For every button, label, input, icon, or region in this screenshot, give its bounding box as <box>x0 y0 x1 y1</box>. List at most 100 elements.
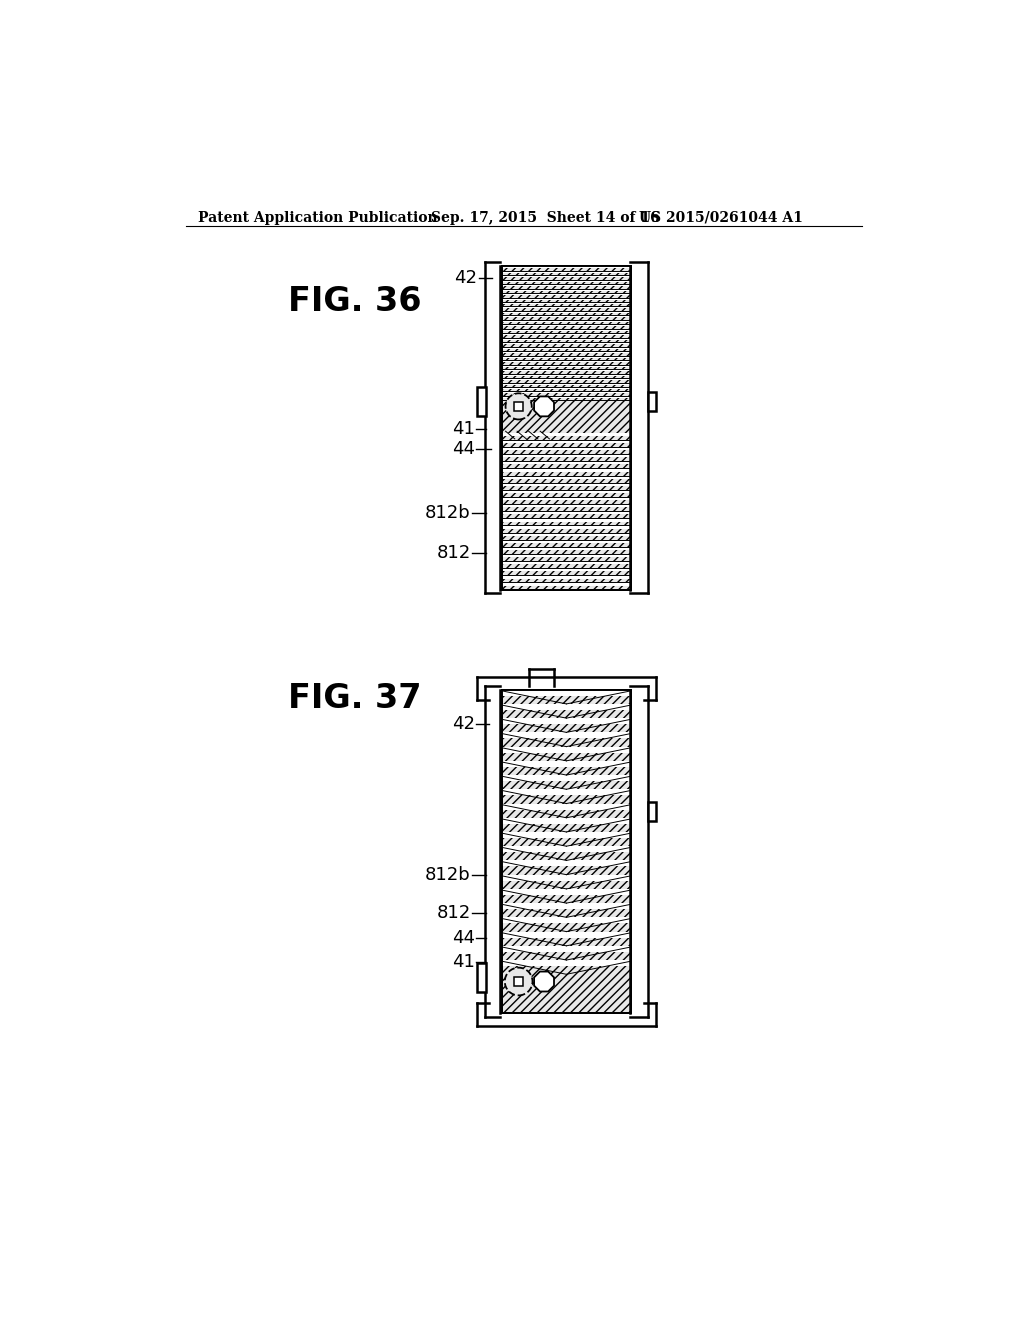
Bar <box>503 342 631 345</box>
Bar <box>502 689 631 1014</box>
Bar <box>503 440 631 444</box>
Bar <box>503 519 631 521</box>
Bar <box>477 962 486 991</box>
Bar <box>503 289 631 290</box>
Bar <box>503 334 631 335</box>
Bar <box>503 561 631 564</box>
Text: Sep. 17, 2015  Sheet 14 of 16: Sep. 17, 2015 Sheet 14 of 16 <box>431 211 659 224</box>
Bar <box>514 403 523 411</box>
Bar <box>502 267 631 590</box>
Bar <box>503 804 631 809</box>
Bar <box>503 760 631 767</box>
Bar <box>503 293 631 296</box>
Bar <box>502 267 631 590</box>
Bar <box>503 433 631 436</box>
Bar <box>503 370 631 371</box>
Bar <box>503 511 631 515</box>
Text: FIG. 36: FIG. 36 <box>289 285 422 318</box>
Text: 44: 44 <box>452 441 475 458</box>
Bar <box>503 387 631 389</box>
Bar <box>503 325 631 326</box>
Bar <box>503 903 631 909</box>
Bar <box>503 496 631 500</box>
Text: 42: 42 <box>454 269 477 286</box>
Bar <box>503 338 631 339</box>
Bar <box>503 960 631 966</box>
Bar <box>503 351 631 354</box>
Bar <box>503 364 631 367</box>
Bar <box>503 329 631 331</box>
Bar <box>503 504 631 507</box>
Bar <box>503 267 631 268</box>
Bar <box>503 461 631 465</box>
Text: 812b: 812b <box>425 866 471 883</box>
Bar <box>514 977 523 986</box>
Text: US 2015/0261044 A1: US 2015/0261044 A1 <box>639 211 803 224</box>
Text: Patent Application Publication: Patent Application Publication <box>199 211 438 224</box>
Bar <box>503 284 631 286</box>
Text: 812: 812 <box>436 544 471 561</box>
Bar <box>503 347 631 348</box>
Bar <box>503 888 631 895</box>
Bar <box>503 704 631 710</box>
Bar <box>503 733 631 738</box>
Bar <box>502 689 631 1014</box>
Bar <box>503 454 631 457</box>
Bar <box>503 378 631 380</box>
Bar <box>503 932 631 937</box>
Text: 41: 41 <box>452 421 475 438</box>
Bar <box>503 312 631 313</box>
Bar <box>503 532 631 536</box>
Bar <box>503 546 631 550</box>
Bar <box>503 319 631 322</box>
Text: 41: 41 <box>452 953 475 970</box>
Text: 812: 812 <box>436 904 471 921</box>
Bar <box>503 917 631 924</box>
Circle shape <box>506 393 531 420</box>
Bar <box>503 818 631 824</box>
Bar <box>503 360 631 362</box>
Bar <box>503 483 631 486</box>
Bar <box>503 490 631 492</box>
Bar <box>503 447 631 450</box>
Bar <box>503 568 631 572</box>
Bar <box>503 475 631 479</box>
Text: 42: 42 <box>452 715 475 734</box>
Bar <box>503 875 631 880</box>
Bar <box>503 747 631 752</box>
Bar <box>503 861 631 866</box>
Bar <box>503 846 631 853</box>
Bar <box>503 582 631 586</box>
Bar <box>503 280 631 281</box>
Bar <box>477 387 486 416</box>
Bar <box>503 775 631 781</box>
Bar <box>503 540 631 543</box>
Bar <box>503 832 631 838</box>
Text: 44: 44 <box>452 929 475 948</box>
Bar <box>648 803 655 821</box>
Bar <box>503 576 631 578</box>
Bar <box>648 392 655 411</box>
Bar <box>503 383 631 384</box>
Bar <box>503 302 631 304</box>
Text: FIG. 37: FIG. 37 <box>289 682 422 715</box>
Circle shape <box>505 968 532 995</box>
Bar <box>503 789 631 795</box>
Bar <box>503 554 631 557</box>
Bar <box>503 275 631 277</box>
Bar <box>503 469 631 471</box>
Bar <box>503 315 631 317</box>
Polygon shape <box>535 396 554 416</box>
Bar <box>503 525 631 528</box>
Bar <box>503 374 631 376</box>
Bar <box>503 396 631 397</box>
Polygon shape <box>535 972 554 991</box>
Bar <box>503 355 631 358</box>
Text: 812b: 812b <box>425 504 471 521</box>
Bar <box>503 306 631 309</box>
Bar <box>503 392 631 393</box>
Bar <box>503 946 631 952</box>
Bar <box>503 271 631 273</box>
Bar <box>503 718 631 725</box>
Bar <box>503 689 631 696</box>
